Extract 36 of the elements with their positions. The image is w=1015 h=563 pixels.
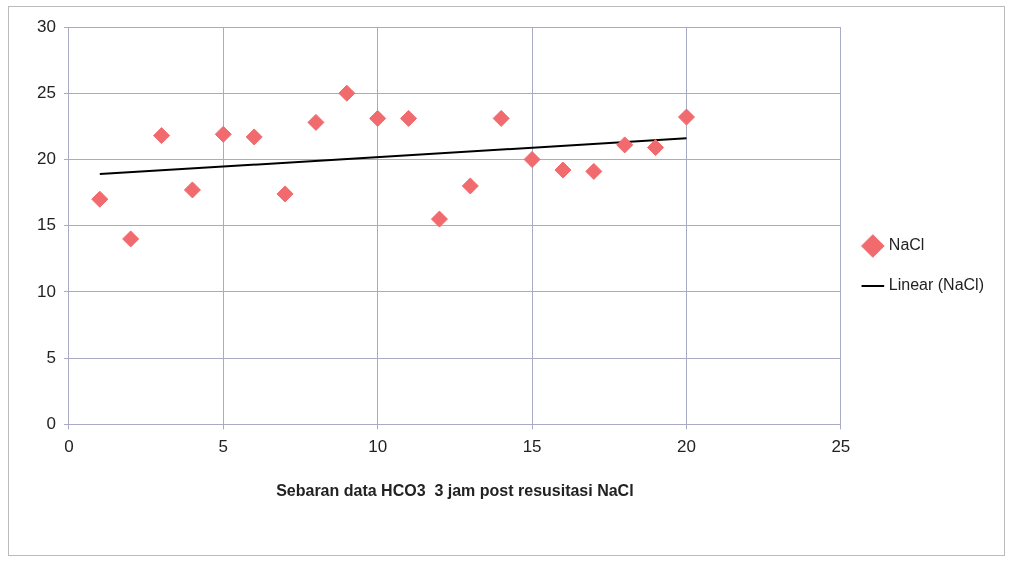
- y-tick-label: 25: [36, 82, 56, 102]
- point: [461, 177, 479, 195]
- y-tick-label: 5: [46, 347, 56, 367]
- x-tick-label: 15: [522, 437, 542, 457]
- legend-label: NaCl: [888, 236, 925, 254]
- point: [183, 181, 201, 199]
- x-tick-label: 20: [677, 437, 696, 457]
- point: [369, 109, 387, 127]
- x-tick-label: 0: [64, 437, 74, 457]
- point: [677, 108, 695, 126]
- x-axis-title: Sebaran data HCO3 3 jam post resusitasi NaCl: [276, 481, 634, 499]
- y-tick-label: 30: [36, 16, 56, 36]
- point: [91, 190, 109, 208]
- x-tick-label: 5: [218, 437, 229, 457]
- point: [276, 185, 294, 203]
- point: [245, 128, 263, 146]
- point: [492, 109, 510, 127]
- y-tick-label: 10: [36, 281, 56, 301]
- point: [400, 109, 418, 127]
- point: [430, 210, 448, 228]
- y-tick-label: 15: [36, 215, 56, 235]
- point: [647, 139, 665, 157]
- legend-label: Linear (NaCl): [888, 276, 984, 294]
- point: [554, 161, 572, 179]
- point: [307, 113, 325, 131]
- point: [338, 84, 356, 102]
- point: [523, 150, 541, 168]
- y-tick-label: 0: [46, 414, 56, 434]
- x-tick-label: 10: [368, 437, 388, 457]
- point: [585, 162, 603, 180]
- point: [214, 125, 232, 143]
- y-tick-label: 20: [36, 149, 56, 169]
- point: [122, 230, 140, 248]
- point: [616, 136, 634, 154]
- point: [153, 127, 171, 145]
- x-tick-label: 25: [831, 437, 851, 457]
